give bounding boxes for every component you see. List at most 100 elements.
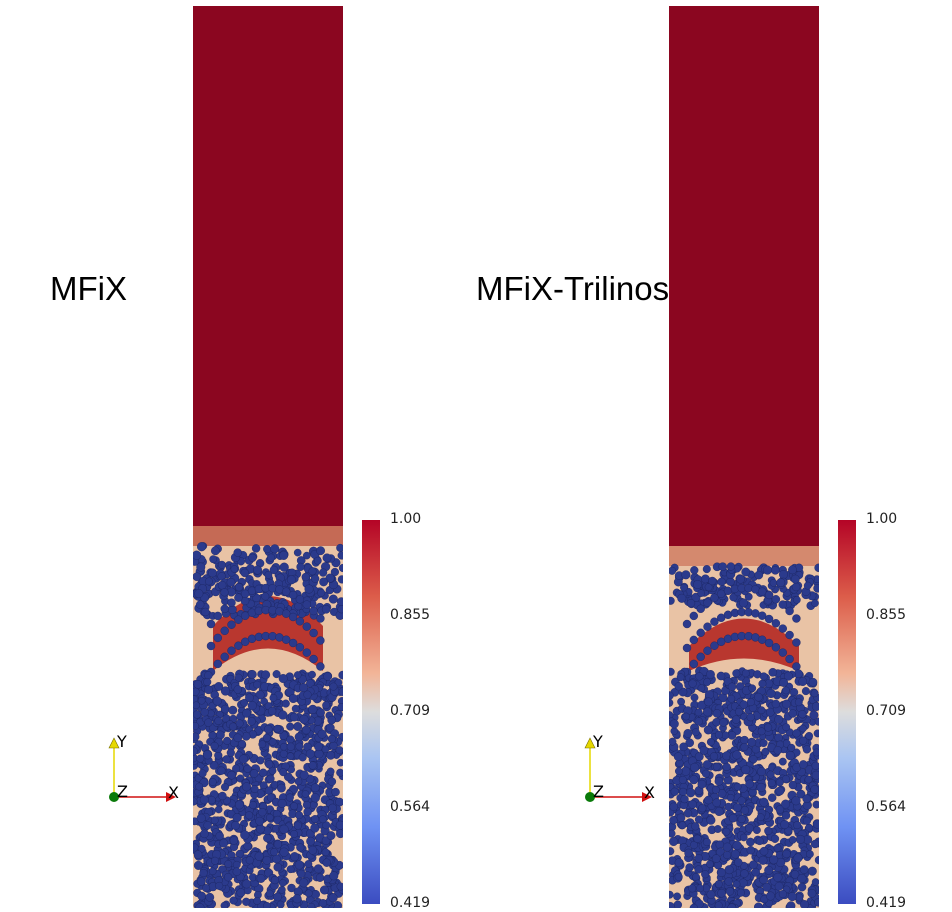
particle bbox=[756, 782, 766, 793]
particle bbox=[213, 633, 222, 643]
particle bbox=[710, 641, 719, 650]
particle bbox=[286, 575, 296, 585]
particle bbox=[200, 708, 209, 717]
particle bbox=[805, 850, 814, 858]
particle bbox=[712, 854, 721, 863]
particle bbox=[273, 892, 282, 902]
particle bbox=[286, 722, 295, 731]
particle bbox=[785, 750, 795, 761]
particle bbox=[247, 701, 257, 711]
particle bbox=[269, 694, 278, 702]
particle bbox=[754, 902, 763, 908]
particle bbox=[785, 630, 794, 640]
particle bbox=[673, 752, 683, 762]
particle bbox=[295, 643, 305, 652]
particle bbox=[321, 848, 330, 857]
particle bbox=[805, 732, 814, 740]
particle bbox=[206, 619, 216, 629]
particle bbox=[253, 680, 261, 689]
particle bbox=[773, 872, 783, 883]
particle bbox=[793, 853, 803, 863]
particle bbox=[331, 787, 340, 797]
particle bbox=[255, 690, 265, 700]
particle-bed-lower bbox=[669, 666, 819, 908]
particle bbox=[296, 843, 305, 852]
particle bbox=[741, 765, 751, 775]
particle bbox=[814, 717, 819, 726]
particle bbox=[771, 566, 780, 575]
particle bbox=[247, 670, 257, 679]
particle bbox=[732, 803, 742, 812]
particle bbox=[810, 689, 819, 698]
particle bbox=[289, 830, 298, 839]
particle bbox=[206, 641, 216, 651]
particle-arcs bbox=[206, 583, 325, 677]
particle bbox=[757, 635, 767, 644]
particle bbox=[280, 742, 288, 751]
particle bbox=[791, 796, 801, 806]
particle bbox=[669, 802, 678, 811]
particle bbox=[807, 866, 817, 876]
particle bbox=[199, 795, 209, 805]
particle bbox=[792, 638, 801, 647]
particle bbox=[308, 567, 317, 576]
particle bbox=[703, 678, 711, 686]
particle bbox=[670, 727, 679, 735]
particle bbox=[193, 572, 202, 581]
void-fraction-column bbox=[193, 6, 343, 908]
particle bbox=[689, 611, 698, 621]
particle bbox=[774, 881, 784, 891]
particle bbox=[292, 894, 302, 904]
particle bbox=[285, 793, 294, 802]
particle bbox=[214, 682, 224, 691]
particle bbox=[725, 887, 735, 896]
particle bbox=[305, 749, 316, 759]
particle bbox=[699, 745, 709, 755]
z-axis-label: Z bbox=[593, 782, 604, 801]
particle bbox=[294, 602, 303, 611]
particle bbox=[227, 770, 236, 780]
particle bbox=[759, 846, 769, 856]
particle bbox=[756, 813, 765, 822]
particle bbox=[337, 551, 343, 560]
particle bbox=[674, 682, 683, 691]
particle bbox=[287, 883, 296, 893]
particle bbox=[703, 622, 712, 631]
particle bbox=[688, 884, 697, 893]
particle bbox=[255, 824, 265, 834]
particle bbox=[316, 546, 326, 556]
x-axis-label: X bbox=[168, 783, 179, 802]
particle bbox=[778, 624, 788, 633]
particle bbox=[738, 878, 748, 888]
particle bbox=[278, 886, 286, 894]
particle bbox=[706, 890, 716, 899]
particle bbox=[732, 750, 742, 760]
particle bbox=[681, 570, 691, 580]
particle bbox=[277, 798, 287, 808]
particle bbox=[812, 819, 819, 829]
colorbar-tick-label: 0.855 bbox=[866, 607, 907, 623]
colorbar-tick-label: 0.564 bbox=[866, 799, 907, 815]
particle bbox=[245, 856, 254, 865]
particle bbox=[288, 694, 298, 704]
particle bbox=[290, 852, 300, 862]
particle bbox=[291, 704, 300, 713]
particle bbox=[193, 843, 199, 852]
particle bbox=[295, 617, 305, 626]
particle bbox=[217, 766, 226, 775]
particle bbox=[295, 742, 304, 751]
particle bbox=[745, 779, 755, 789]
particle bbox=[243, 764, 252, 773]
particle bbox=[718, 562, 728, 572]
particle bbox=[697, 684, 706, 692]
particle bbox=[669, 816, 678, 825]
particle bbox=[264, 786, 274, 795]
particle bbox=[680, 794, 689, 804]
particle bbox=[769, 579, 778, 587]
particle bbox=[268, 766, 277, 775]
particle bbox=[799, 865, 809, 874]
particle bbox=[269, 565, 279, 575]
particle bbox=[793, 821, 802, 830]
particle bbox=[812, 800, 819, 809]
particle bbox=[771, 595, 781, 604]
